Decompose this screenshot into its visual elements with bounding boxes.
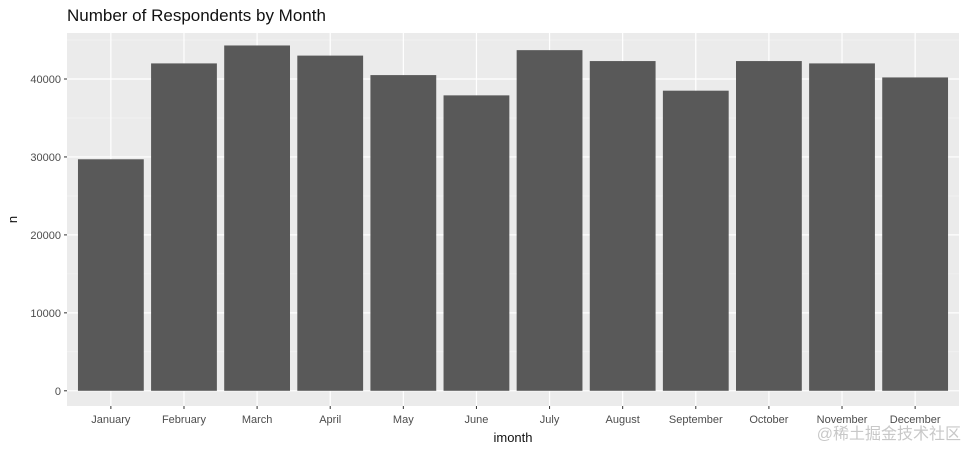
bar-june — [443, 95, 510, 391]
x-tick-label: January — [91, 414, 131, 426]
chart-title: Number of Respondents by Month — [67, 6, 326, 25]
x-tick-label: February — [162, 414, 207, 426]
bar-july — [516, 50, 583, 391]
x-tick-label: April — [319, 414, 341, 426]
y-tick-label: 30000 — [30, 152, 61, 164]
y-tick-label: 0 — [55, 386, 61, 398]
watermark: @稀土掘金技术社区 — [816, 426, 961, 443]
x-tick-label: May — [393, 414, 414, 426]
x-axis-title: imonth — [493, 430, 532, 445]
y-axis-title: n — [5, 216, 20, 223]
bar-december — [882, 77, 949, 391]
x-tick-label: August — [606, 414, 640, 426]
bar-march — [224, 45, 290, 391]
bar-november — [809, 63, 875, 391]
x-tick-label: November — [817, 414, 868, 426]
bar-august — [589, 61, 656, 391]
y-tick-label: 10000 — [30, 308, 61, 320]
x-tick-label: September — [669, 414, 723, 426]
x-tick-label: June — [465, 414, 489, 426]
x-tick-label: March — [242, 414, 273, 426]
bar-january — [77, 159, 144, 391]
bar-february — [151, 63, 217, 391]
bar-may — [370, 75, 437, 391]
y-tick-label: 40000 — [30, 74, 61, 86]
bar-april — [297, 55, 364, 391]
x-tick-label: October — [749, 414, 788, 426]
bar-october — [736, 61, 802, 391]
x-tick-label: December — [890, 414, 941, 426]
x-tick-label: July — [540, 414, 560, 426]
y-tick-label: 20000 — [30, 230, 61, 242]
bar-september — [662, 90, 729, 391]
